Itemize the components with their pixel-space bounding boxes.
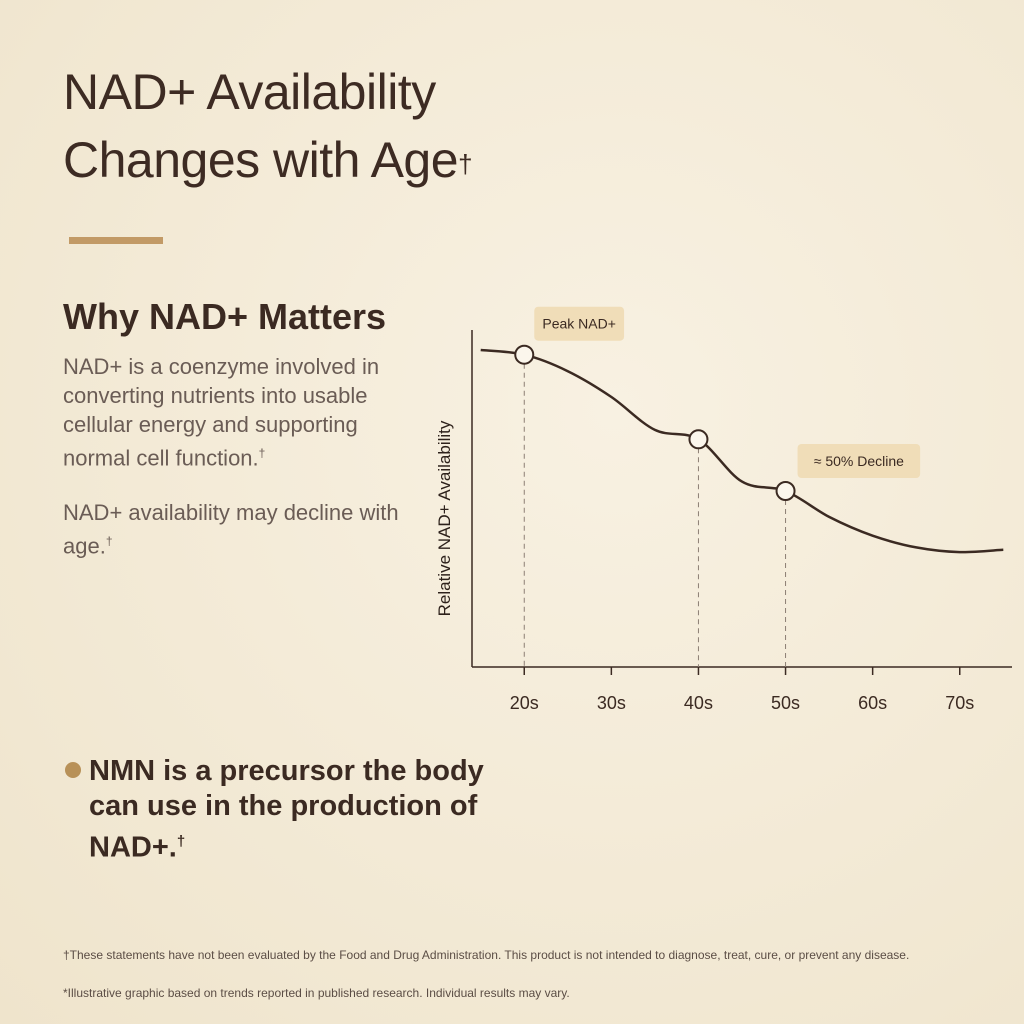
section-heading: Why NAD+ Matters (63, 296, 387, 337)
y-axis-title: Relative NAD+ Availability (435, 420, 454, 616)
annotation-label-2: ≈ 50% Decline (814, 453, 904, 469)
x-tick-label-70s: 70s (945, 693, 974, 713)
data-marker-1 (514, 344, 535, 365)
title-line-2: Changes with Age (63, 132, 459, 188)
title-dagger: † (458, 149, 473, 179)
data-marker-3 (775, 481, 796, 501)
x-tick-label-30s: 30s (597, 693, 626, 713)
info-paragraph-1: NAD+ is a coenzyme involved in convertin… (63, 352, 423, 472)
fda-disclaimer: †These statements have not been evaluate… (63, 948, 910, 962)
annotation-label-1: Peak NAD+ (542, 316, 616, 332)
title-line-1: NAD+ Availability (63, 64, 436, 120)
info-paragraph-1-text: NAD+ is a coenzyme involved in convertin… (63, 354, 380, 471)
x-tick-label-40s: 40s (684, 693, 713, 713)
nad-curve-line (480, 348, 1004, 554)
annotation-box-1 (534, 306, 625, 341)
x-tick-label-20s: 20s (510, 693, 539, 713)
info-paragraph-1-dagger: † (258, 446, 266, 460)
x-tick-label-50s: 50s (771, 693, 800, 713)
bullet-dot (65, 762, 81, 778)
illustrative-disclaimer: *Illustrative graphic based on trends re… (63, 986, 570, 1000)
info-paragraph-2-text: NAD+ availability may decline with age. (63, 500, 399, 559)
nmn-callout-text: NMN is a precursor the body can use in t… (89, 755, 484, 864)
accent-divider (69, 237, 163, 244)
annotation-box-2 (797, 444, 921, 478)
data-marker-2 (688, 429, 709, 450)
nmn-callout: NMN is a precursor the body can use in t… (89, 754, 519, 866)
x-tick-label-60s: 60s (858, 693, 887, 713)
page-title: NAD+ Availability Changes with Age† (63, 58, 623, 194)
nad-decline-chart: Relative NAD+ Availability 20s 30s 40s 50s 6… (435, 306, 1012, 713)
info-paragraph-2: NAD+ availability may decline with age.† (63, 498, 423, 560)
nmn-callout-dagger: † (176, 833, 186, 850)
info-paragraph-2-dagger: † (105, 534, 113, 548)
